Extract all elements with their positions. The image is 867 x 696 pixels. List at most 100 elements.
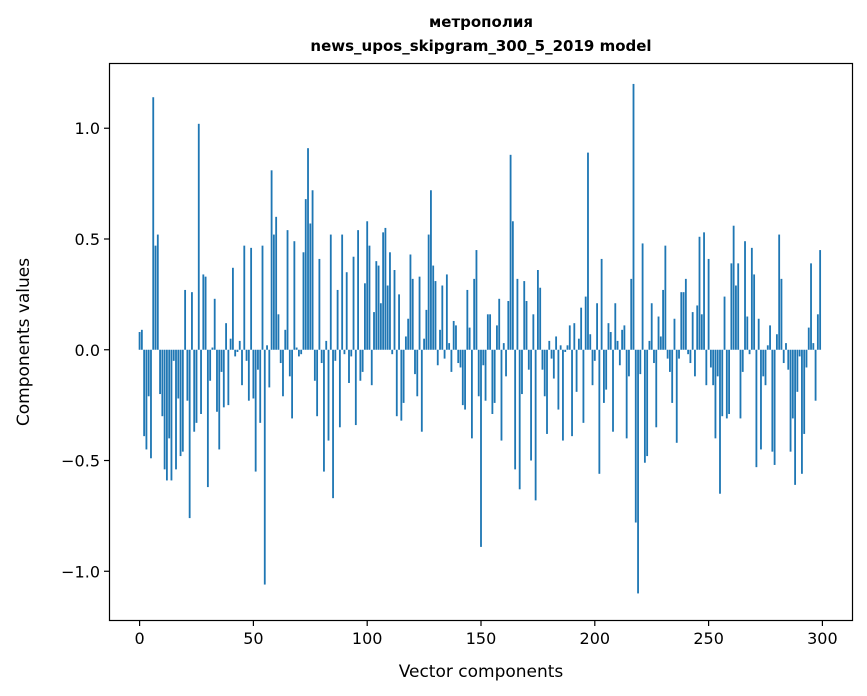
bar-251: [709, 349, 712, 368]
bar-98: [361, 349, 364, 372]
bar-291: [801, 349, 803, 474]
bar-177: [541, 349, 544, 370]
y-axis-ticks: −1.0 −0.5 0.0 0.5 1.0: [61, 119, 110, 581]
bar-196: [584, 296, 587, 350]
bar-158: [498, 298, 501, 350]
bar-93: [350, 349, 353, 357]
y-tick-label-0: −1.0: [61, 562, 100, 581]
bar-277: [769, 325, 771, 350]
bar-53: [259, 349, 262, 423]
bar-179: [546, 349, 548, 434]
bar-250: [707, 258, 710, 350]
bar-172: [530, 349, 532, 461]
bar-108: [384, 227, 387, 350]
bar-119: [409, 254, 412, 350]
bar-254: [716, 349, 719, 377]
bar-141: [459, 349, 462, 368]
x-tick-label-50: 50: [243, 629, 263, 648]
bar-227: [655, 349, 658, 428]
bar-71: [300, 349, 303, 355]
bar-30: [206, 349, 209, 488]
bar-298: [816, 314, 819, 350]
bar-120: [411, 278, 414, 350]
bar-240: [684, 278, 687, 350]
bar-190: [571, 349, 573, 437]
bar-193: [577, 338, 580, 350]
bar-243: [691, 312, 694, 350]
bar-109: [386, 285, 389, 350]
bar-185: [559, 345, 562, 350]
bar-19: [181, 349, 184, 452]
bar-178: [543, 349, 546, 397]
bar-20: [184, 289, 187, 350]
bar-84: [329, 234, 332, 350]
bar-90: [343, 349, 346, 355]
bar-292: [803, 349, 806, 434]
x-tick-label-300: 300: [807, 629, 838, 648]
bar-136: [448, 343, 451, 350]
bar-173: [532, 314, 535, 350]
bar-69: [295, 347, 298, 350]
bar-160: [502, 343, 505, 350]
bar-10: [161, 349, 164, 417]
x-tick-label-100: 100: [352, 629, 383, 648]
bar-46: [243, 245, 246, 350]
bar-149: [477, 349, 480, 397]
bar-161: [505, 349, 507, 377]
bar-130: [434, 281, 437, 350]
bar-143: [464, 349, 466, 410]
bar-214: [625, 349, 628, 439]
bar-48: [247, 349, 250, 401]
bar-63: [282, 349, 284, 397]
bar-139: [455, 325, 457, 350]
bar-286: [789, 349, 792, 452]
bar-64: [284, 329, 287, 350]
bar-57: [268, 349, 271, 388]
bar-31: [209, 349, 212, 381]
bar-237: [678, 349, 680, 359]
bar-42: [234, 349, 237, 357]
bar-200: [593, 349, 596, 361]
bar-222: [643, 349, 646, 463]
bar-87: [336, 289, 339, 350]
bar-112: [393, 270, 396, 350]
bar-22: [188, 349, 191, 519]
bar-287: [791, 349, 794, 419]
bar-174: [534, 349, 537, 501]
bar-226: [653, 349, 655, 364]
bar-159: [500, 349, 503, 441]
bar-175: [536, 270, 539, 350]
bar-233: [669, 349, 671, 372]
bar-33: [213, 298, 216, 350]
bar-260: [730, 263, 733, 350]
bar-83: [327, 349, 330, 441]
bar-28: [202, 274, 205, 350]
bar-51: [254, 349, 257, 472]
bar-54: [261, 245, 264, 350]
bar-288: [794, 349, 797, 485]
bar-58: [270, 170, 273, 350]
bar-255: [719, 349, 721, 494]
bar-12: [165, 349, 168, 481]
bar-115: [400, 349, 403, 421]
bar-150: [480, 349, 482, 547]
bar-110: [389, 252, 391, 350]
bar-94: [352, 256, 355, 350]
bar-192: [575, 349, 578, 392]
x-tick-label-0: 0: [134, 629, 144, 648]
bar-285: [787, 349, 790, 370]
bar-213: [623, 325, 626, 350]
bar-247: [700, 314, 703, 350]
bar-102: [370, 349, 373, 386]
bar-1: [140, 329, 143, 350]
bar-62: [279, 349, 282, 364]
bar-131: [436, 349, 439, 366]
bar-235: [673, 318, 676, 350]
bar-297: [814, 349, 817, 401]
bar-163: [509, 154, 512, 350]
bar-299: [819, 250, 822, 350]
bar-246: [698, 236, 701, 350]
bar-65: [286, 230, 289, 350]
bar-183: [555, 336, 558, 350]
bar-276: [766, 345, 769, 350]
